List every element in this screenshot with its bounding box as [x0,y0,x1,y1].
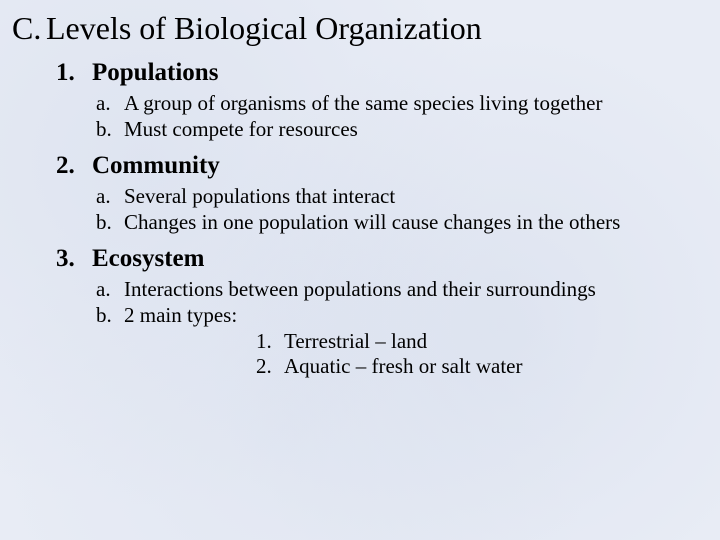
item-title: Community [92,152,220,179]
sub-item: a. Interactions between populations and … [96,277,710,303]
sub-list: a. A group of organisms of the same spec… [96,91,710,142]
item-marker: 1. [56,59,92,87]
item-heading: 2.Community [56,152,710,180]
sub-text: Interactions between populations and the… [124,277,710,303]
main-heading: C.Levels of Biological Organization [12,10,710,47]
sub-item: a. Several populations that interact [96,184,710,210]
nested-marker: 1. [256,329,284,355]
sub-list: a. Several populations that interact b. … [96,184,710,235]
sub-list: a. Interactions between populations and … [96,277,710,379]
sub-item: b. Changes in one population will cause … [96,210,710,236]
nested-text: Terrestrial – land [284,329,427,355]
sub-text: Changes in one population will cause cha… [124,210,710,236]
item-marker: 3. [56,245,92,273]
sub-item: a. A group of organisms of the same spec… [96,91,710,117]
main-marker: C. [12,10,46,47]
nested-item: 2. Aquatic – fresh or salt water [256,354,710,380]
nested-text: Aquatic – fresh or salt water [284,354,523,380]
nested-list: 1. Terrestrial – land 2. Aquatic – fresh… [256,329,710,380]
nested-marker: 2. [256,354,284,380]
sub-marker: a. [96,91,124,117]
item-title: Populations [92,59,218,86]
sub-item: b. 2 main types: [96,303,710,329]
list-item-2: 2.Community a. Several populations that … [56,152,710,235]
list-item-1: 1.Populations a. A group of organisms of… [56,59,710,142]
sub-marker: a. [96,184,124,210]
sub-marker: a. [96,277,124,303]
item-heading: 1.Populations [56,59,710,87]
sub-text: 2 main types: [124,303,710,329]
item-heading: 3.Ecosystem [56,245,710,273]
list-item-3: 3.Ecosystem a. Interactions between popu… [56,245,710,379]
item-title: Ecosystem [92,245,204,272]
item-marker: 2. [56,152,92,180]
nested-item: 1. Terrestrial – land [256,329,710,355]
sub-item: b. Must compete for resources [96,117,710,143]
sub-marker: b. [96,117,124,143]
sub-text: Several populations that interact [124,184,710,210]
sub-text: A group of organisms of the same species… [124,91,710,117]
sub-marker: b. [96,210,124,236]
main-title: Levels of Biological Organization [46,10,482,46]
sub-marker: b. [96,303,124,329]
sub-text: Must compete for resources [124,117,710,143]
